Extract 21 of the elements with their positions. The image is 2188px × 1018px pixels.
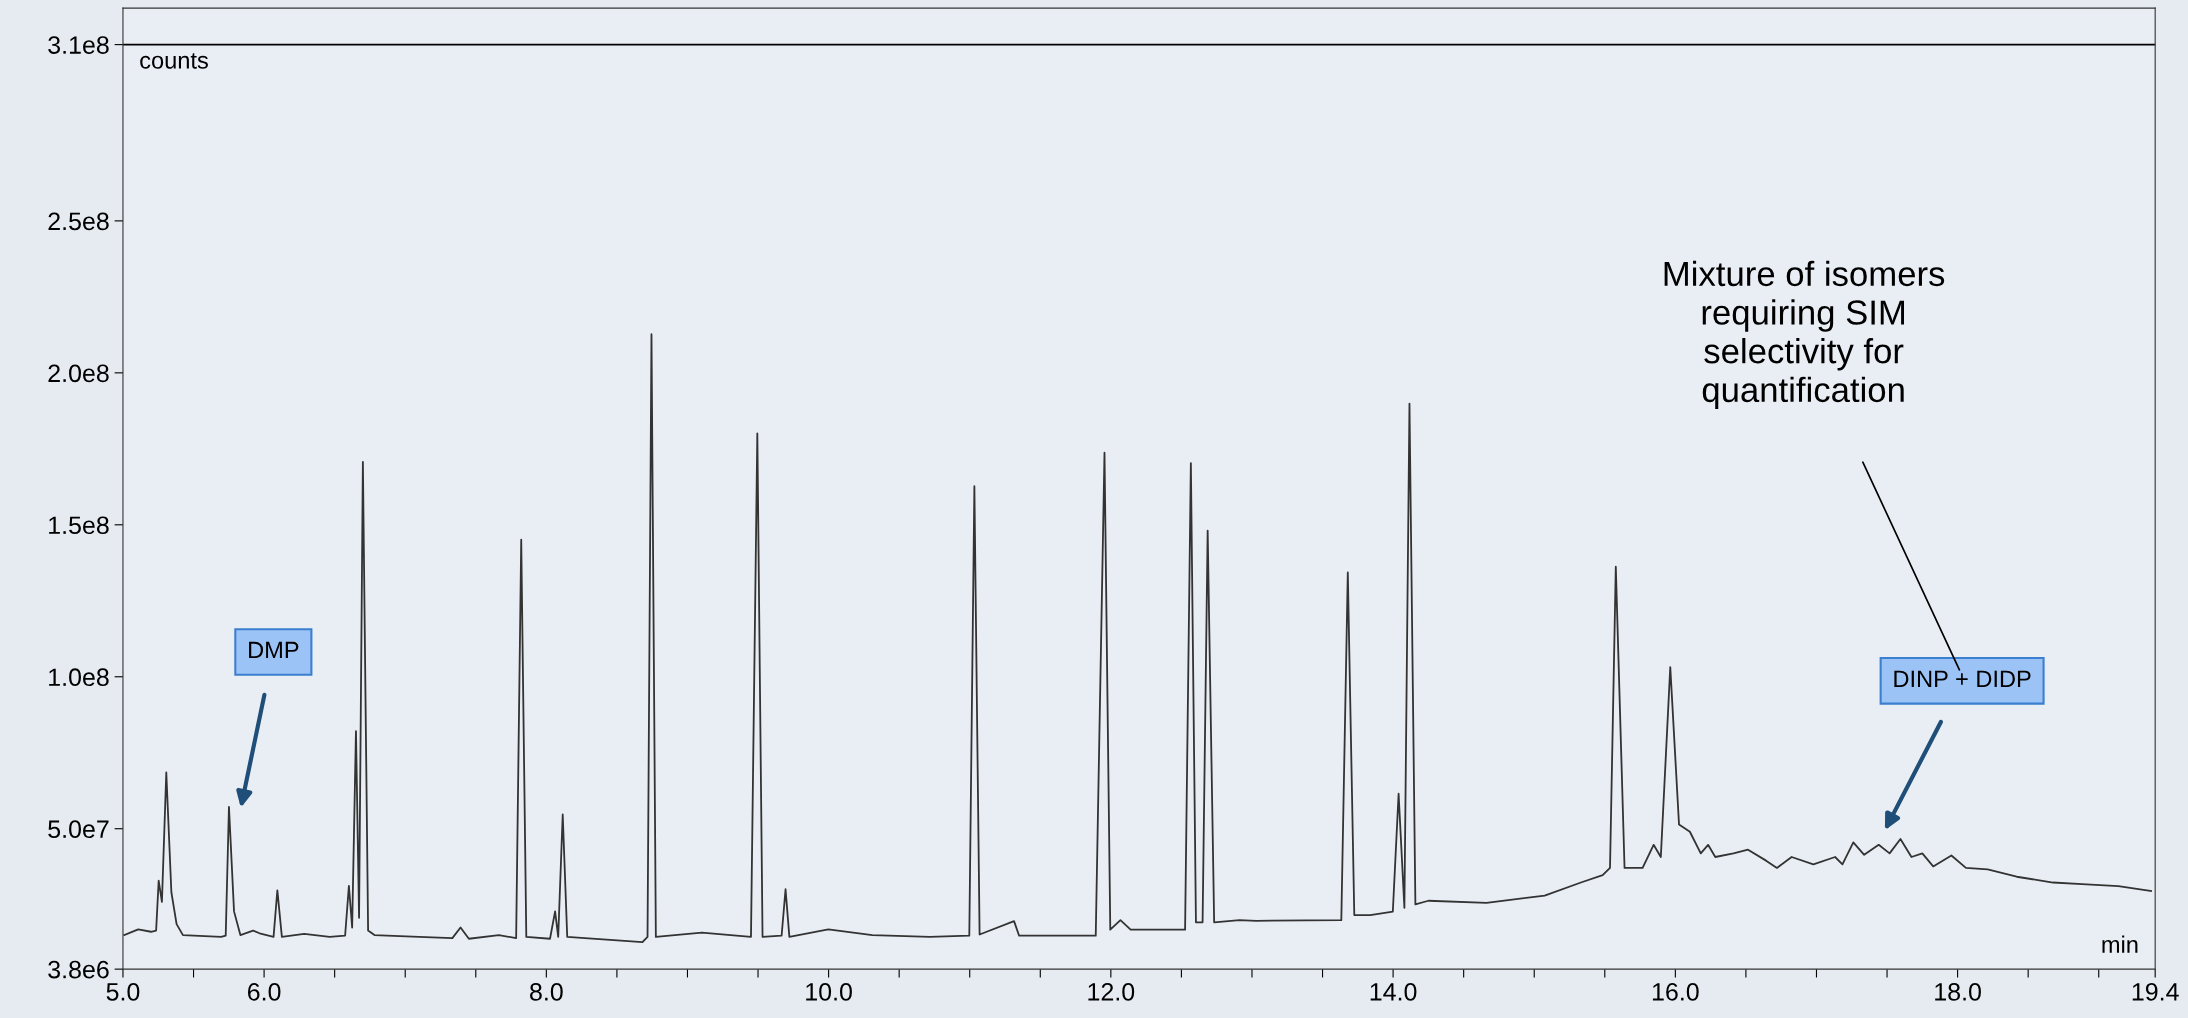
y-tick-label: 2.5e8 xyxy=(48,212,109,231)
y-tick-label: 3.8e6 xyxy=(48,960,109,979)
x-tick-label: 16.0 xyxy=(1652,982,1699,1001)
annotation: Mixture of isomers requiring SIM selectivity for quantification xyxy=(1664,260,1945,410)
x-tick-label: 18.0 xyxy=(1935,982,1981,1001)
x-tick-label: 10.0 xyxy=(806,982,852,1001)
y-tick-label: 1.5e8 xyxy=(49,516,109,535)
y-tick-label: 1.0e8 xyxy=(49,668,109,687)
x-tick-label: 6.0 xyxy=(247,982,281,1001)
annotation: DINP + DIDP xyxy=(1894,670,2031,687)
x-tick-label: 19.4 xyxy=(2132,982,2179,1001)
annotation: DMP xyxy=(249,641,299,659)
y-axis-title: counts xyxy=(140,53,208,69)
y-tick-label: 3.1e8 xyxy=(48,36,109,54)
y-tick-label: 5.0e7 xyxy=(48,820,109,839)
x-tick-label: 8.0 xyxy=(530,982,563,1001)
x-tick-label: 5.0 xyxy=(106,982,140,1001)
x-tick-label: 12.0 xyxy=(1088,982,1135,1001)
y-tick-label: 2.0e8 xyxy=(48,364,109,383)
x-axis-title: min xyxy=(2102,935,2138,953)
x-tick-label: 14.0 xyxy=(1370,982,1417,1001)
